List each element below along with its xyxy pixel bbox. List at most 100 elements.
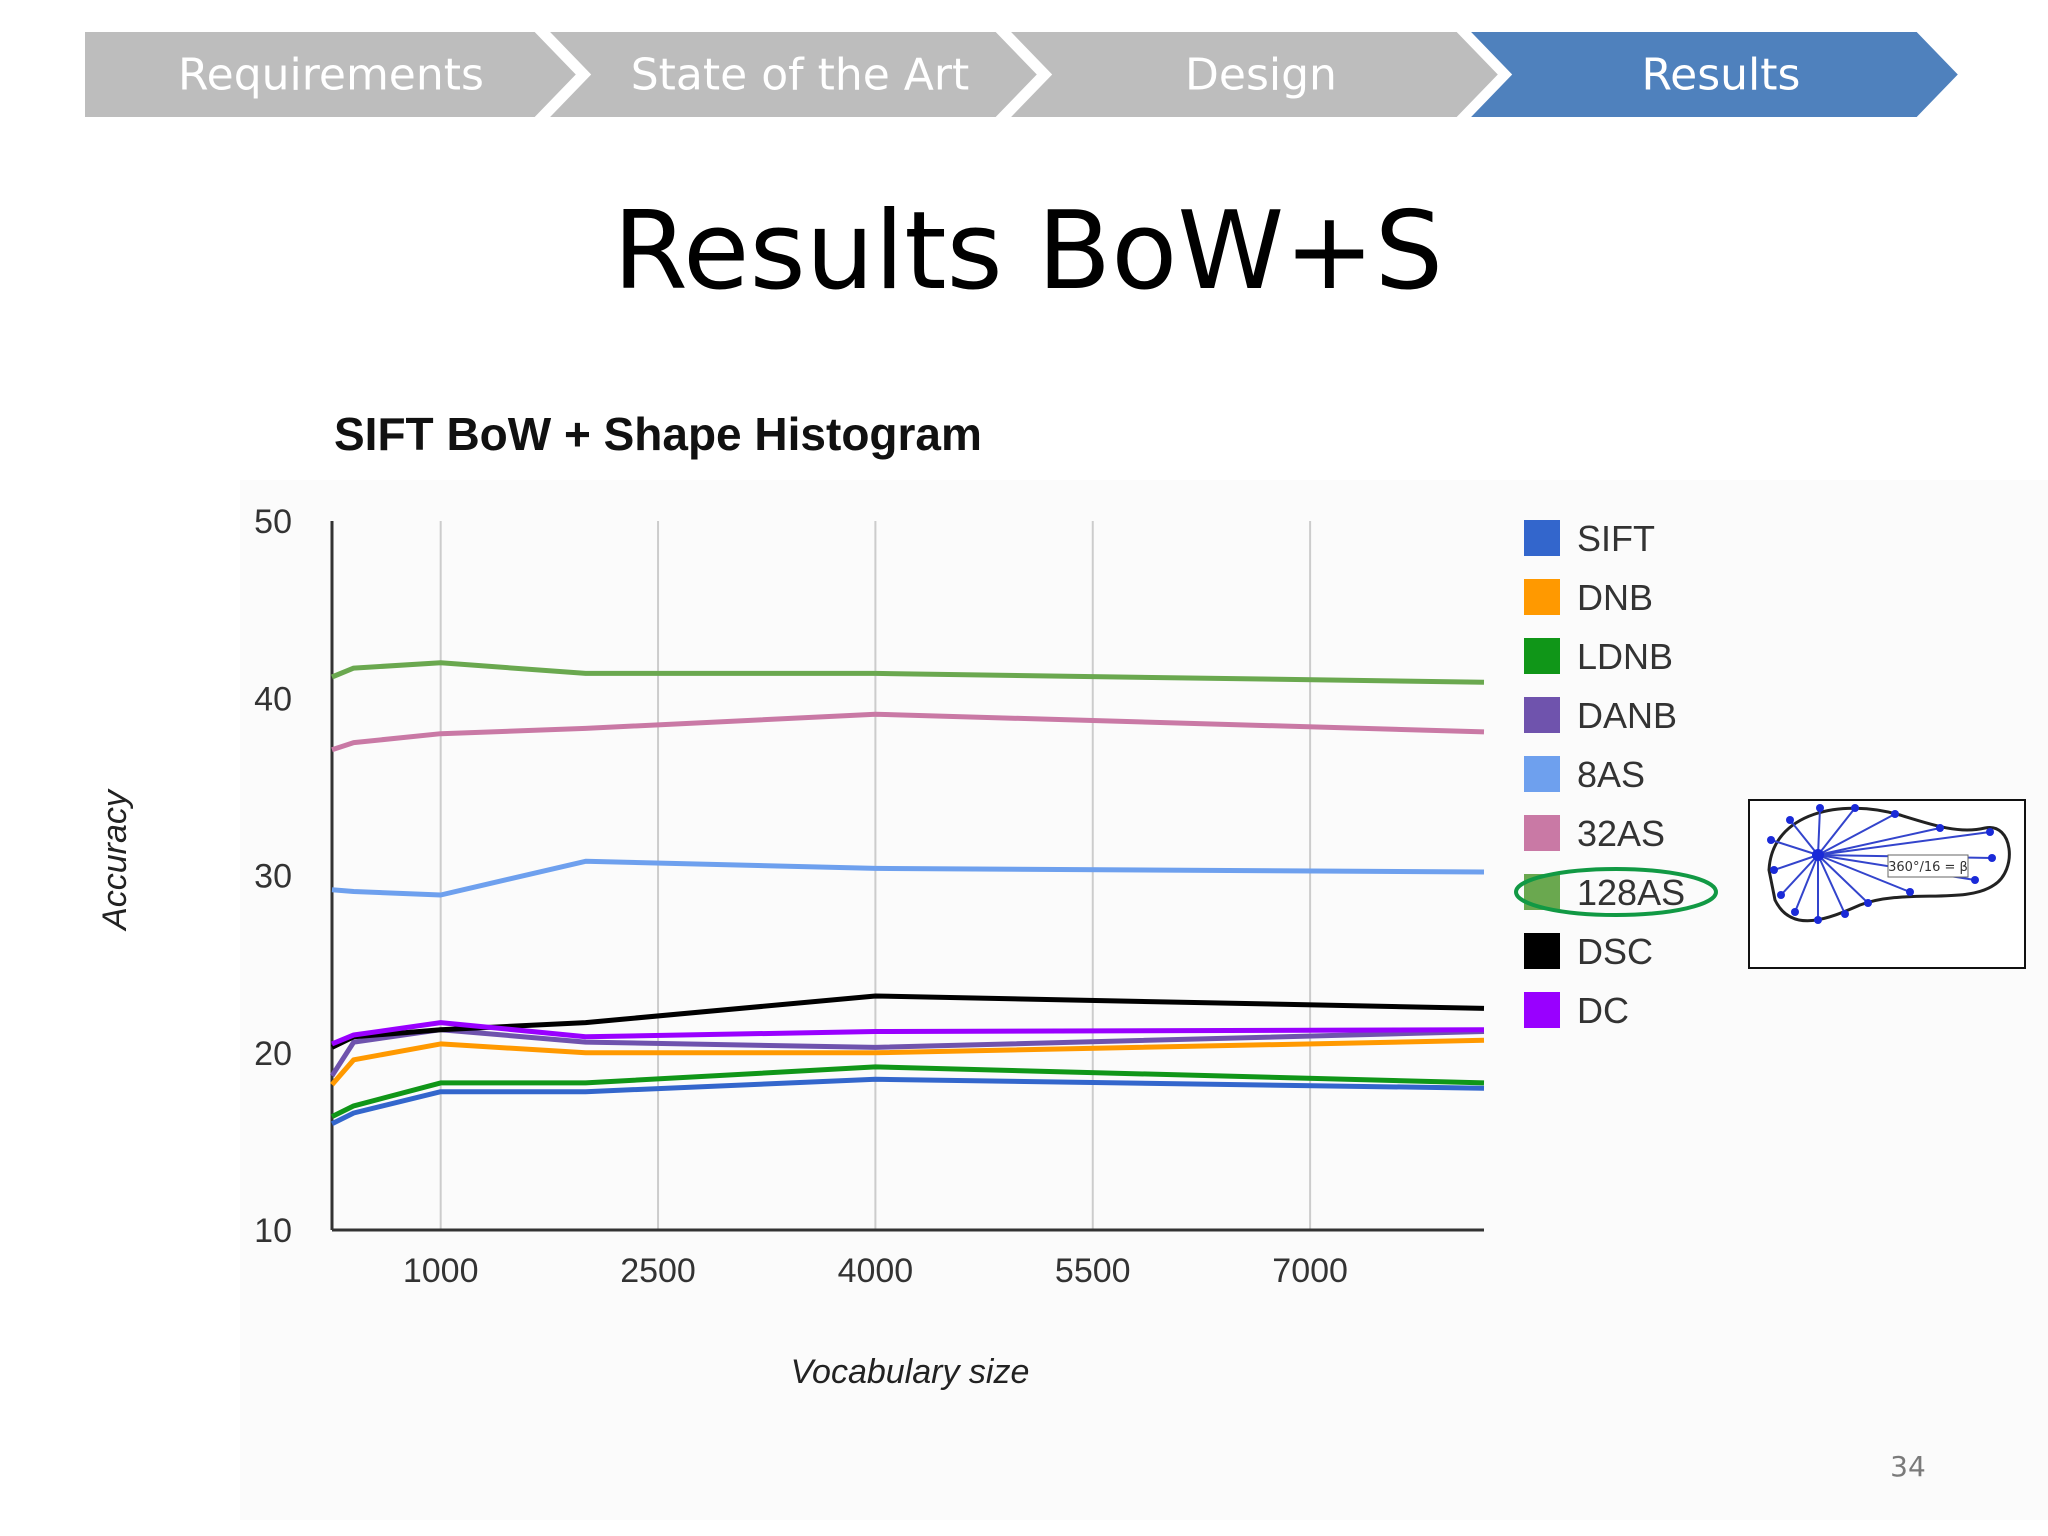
- inset-ray: [1817, 831, 1991, 856]
- legend-highlight-ellipse: [1514, 867, 1718, 917]
- nav-chevron-shape[interactable]: [996, 26, 1507, 123]
- legend-item-danb: DANB: [1524, 695, 1677, 736]
- nav-step-state-of-the-art[interactable]: State of the Art: [535, 26, 1046, 123]
- legend-item-ldnb: LDNB: [1524, 636, 1673, 677]
- legend-swatch: [1524, 756, 1560, 792]
- inset-ray: [1770, 839, 1819, 856]
- inset-ray-endpoint: [1814, 916, 1822, 924]
- series-line-128as: [331, 660, 1485, 685]
- series-line-sift: [330, 1076, 1485, 1126]
- inset-angle-label: 360°/16 = β: [1888, 860, 1968, 875]
- x-tick-label: 5500: [1055, 1252, 1131, 1290]
- legend-label: DANB: [1577, 695, 1677, 736]
- x-tick-label: 1000: [403, 1252, 479, 1290]
- series-line-ldnb: [330, 1064, 1485, 1119]
- inset-ray-endpoint: [1770, 866, 1778, 874]
- y-axis-label: Accuracy: [96, 788, 134, 932]
- nav-step-design[interactable]: Design: [996, 26, 1507, 123]
- inset-ray: [1817, 807, 1856, 856]
- slide-title: Results BoW+S: [613, 189, 1443, 314]
- legend-swatch: [1524, 933, 1560, 969]
- inset-ray-endpoint: [1841, 910, 1849, 918]
- nav-chevron-shape[interactable]: [79, 26, 585, 123]
- y-tick-label: 10: [254, 1212, 292, 1250]
- legend-item-sift: SIFT: [1524, 518, 1655, 559]
- nav-step-results[interactable]: Results: [1456, 26, 1967, 123]
- inset-ray: [1794, 854, 1819, 913]
- inset-ray-endpoint: [1851, 804, 1859, 812]
- shape-context-inset: 360°/16 = β: [1748, 799, 2026, 969]
- chart-title: SIFT BoW + Shape Histogram: [334, 408, 982, 460]
- legend-item-32as: 32AS: [1524, 813, 1665, 854]
- y-tick-label: 30: [254, 858, 292, 896]
- y-tick-label: 20: [254, 1035, 292, 1073]
- legend-swatch: [1524, 520, 1560, 556]
- inset-ray: [1817, 854, 1846, 915]
- inset-ray: [1817, 854, 1911, 893]
- nav-step-label: State of the Art: [631, 50, 970, 101]
- x-tick-label: 2500: [620, 1252, 696, 1290]
- nav-step-label: Design: [1185, 50, 1337, 101]
- y-tick-label: 50: [254, 503, 292, 541]
- legend-label: DNB: [1577, 577, 1653, 618]
- inset-ray: [1780, 854, 1819, 896]
- x-axis-label: Vocabulary size: [791, 1353, 1030, 1391]
- series-line-dnb: [330, 1037, 1485, 1087]
- legend-label: DSC: [1577, 931, 1653, 972]
- inset-ray: [1817, 807, 1821, 856]
- legend-swatch: [1524, 992, 1560, 1028]
- legend-item-128as: 128AS: [1524, 872, 1685, 913]
- inset-ray-endpoint: [1767, 836, 1775, 844]
- inset-ray-endpoint: [1986, 828, 1994, 836]
- inset-ray: [1817, 827, 1941, 856]
- x-tick-label: 7000: [1272, 1252, 1348, 1290]
- inset-ray: [1817, 854, 1869, 904]
- nav-chevron-shape[interactable]: [1456, 26, 1967, 123]
- legend-swatch: [1524, 815, 1560, 851]
- inset-ray-endpoint: [1816, 804, 1824, 812]
- series-line-dc: [331, 1020, 1485, 1047]
- legend-label: 32AS: [1577, 813, 1665, 854]
- inset-ray-endpoint: [1864, 899, 1872, 907]
- legend-label: LDNB: [1577, 636, 1673, 677]
- legend-swatch: [1524, 697, 1560, 733]
- inset-center-point: [1812, 849, 1824, 861]
- series-line-32as: [331, 711, 1485, 753]
- inset-ray-endpoint: [1791, 908, 1799, 916]
- legend-label: 8AS: [1577, 754, 1645, 795]
- inset-angle-box: [1887, 854, 1969, 878]
- legend: SIFT DNB LDNB DANB 8AS 32AS 128AS DSC DC: [1514, 518, 1718, 1031]
- legend-item-8as: 8AS: [1524, 754, 1645, 795]
- legend-label: SIFT: [1577, 518, 1655, 559]
- inset-ray: [1773, 854, 1819, 871]
- page-number: 34: [1890, 1450, 1926, 1483]
- legend-swatch: [1524, 638, 1560, 674]
- nav-step-label: Requirements: [178, 50, 484, 101]
- nav-chevron-shape[interactable]: [535, 26, 1046, 123]
- inset-ray-endpoint: [1906, 888, 1914, 896]
- inset-ray-endpoint: [1786, 816, 1794, 824]
- y-tick-label: 40: [254, 680, 292, 718]
- inset-ray-endpoint: [1891, 810, 1899, 818]
- x-tick-label: 4000: [838, 1252, 914, 1290]
- inset-ray-endpoint: [1777, 891, 1785, 899]
- legend-item-dc: DC: [1524, 990, 1629, 1031]
- inset-ray-endpoint: [1936, 824, 1944, 832]
- inset-rays: [1767, 804, 1996, 924]
- series-line-danb: [329, 1027, 1485, 1078]
- legend-item-dnb: DNB: [1524, 577, 1653, 618]
- inset-ray-endpoint: [1988, 854, 1996, 862]
- series-line-8as: [331, 858, 1485, 898]
- process-nav: Requirements State of the Art Design Result…: [79, 26, 1967, 123]
- nav-step-requirements[interactable]: Requirements: [79, 26, 585, 123]
- inset-ray: [1789, 819, 1819, 856]
- legend-label: 128AS: [1577, 872, 1685, 913]
- legend-swatch: [1524, 579, 1560, 615]
- inset-ray-endpoint: [1971, 876, 1979, 884]
- nav-step-label: Results: [1642, 50, 1801, 101]
- inset-ray: [1817, 813, 1896, 856]
- legend-item-dsc: DSC: [1524, 931, 1653, 972]
- legend-label: DC: [1577, 990, 1629, 1031]
- plot-area: 10 20 30 40 50 1000 2500 4000 5500 7000: [254, 503, 1485, 1290]
